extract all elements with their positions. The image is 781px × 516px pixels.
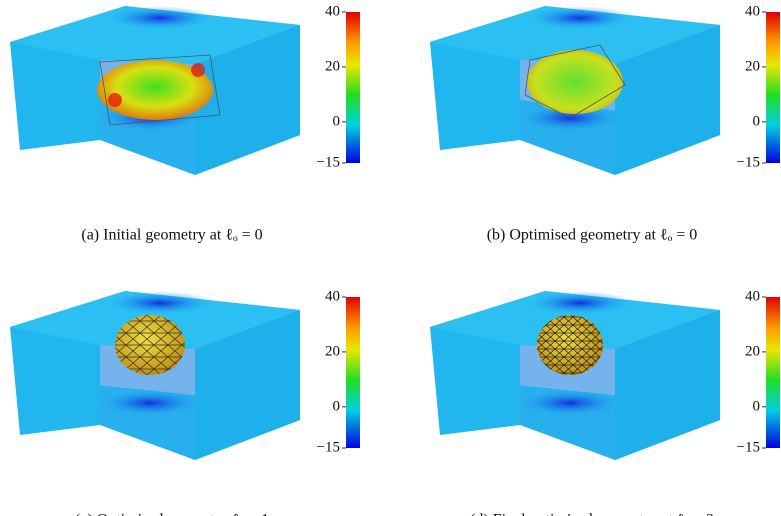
caption: (c) Optimised geometry ℓₒ = 1 (75, 512, 269, 516)
colorbar (346, 12, 360, 163)
colorbar (346, 297, 360, 448)
colorbar (766, 12, 780, 163)
colorbar-tick-label: 0 (753, 398, 761, 414)
colorbar-tick-label: 40 (325, 3, 340, 19)
colorbar-tick-label: 20 (325, 343, 340, 359)
colorbar-tick-label: −15 (317, 439, 340, 455)
panel (10, 6, 300, 175)
panel (10, 291, 300, 460)
panel (430, 6, 720, 175)
colorbar-tick-label: −15 (737, 154, 760, 170)
colorbar-tick-label: −15 (317, 154, 340, 170)
colorbar-tick-label: 0 (333, 113, 341, 129)
caption: (a) Initial geometry at ℓₒ = 0 (81, 227, 262, 244)
colorbar-tick-label: 0 (753, 113, 761, 129)
colorbar-tick-label: 20 (325, 58, 340, 74)
colorbar-tick-label: −15 (737, 439, 760, 455)
colorbar-tick-label: 20 (745, 343, 760, 359)
colorbar-tick-label: 0 (333, 398, 341, 414)
caption: (d) Final optimised geometry at ℓₒ = 2 (470, 512, 714, 516)
colorbar-tick-label: 40 (745, 3, 760, 19)
colorbar (766, 297, 780, 448)
geometry (97, 60, 213, 120)
caption: (b) Optimised geometry at ℓₒ = 0 (487, 227, 698, 244)
panel (430, 291, 720, 460)
colorbar-tick-label: 20 (745, 58, 760, 74)
colorbar-tick-label: 40 (325, 288, 340, 304)
geometry (527, 50, 623, 114)
colorbar-tick-label: 40 (745, 288, 760, 304)
